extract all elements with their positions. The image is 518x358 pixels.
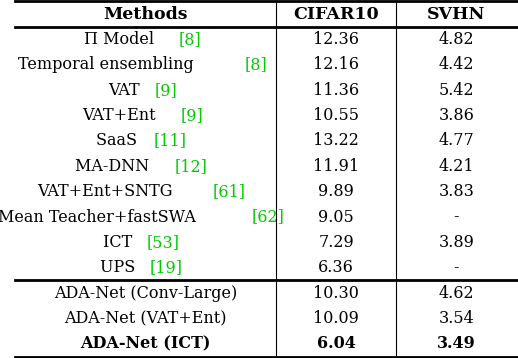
Text: [62]: [62] <box>252 209 284 226</box>
Text: 11.36: 11.36 <box>313 82 359 99</box>
Text: CIFAR10: CIFAR10 <box>293 6 379 23</box>
Text: 9.05: 9.05 <box>318 209 354 226</box>
Text: [8]: [8] <box>178 31 201 48</box>
Text: Π Model: Π Model <box>84 31 160 48</box>
Text: 11.91: 11.91 <box>313 158 359 175</box>
Text: 4.21: 4.21 <box>439 158 474 175</box>
Text: 6.36: 6.36 <box>318 259 354 276</box>
Text: 12.16: 12.16 <box>313 56 359 73</box>
Text: 3.89: 3.89 <box>438 234 474 251</box>
Text: ADA-Net (VAT+Ent): ADA-Net (VAT+Ent) <box>64 310 227 327</box>
Text: 12.36: 12.36 <box>313 31 359 48</box>
Text: 10.30: 10.30 <box>313 285 359 302</box>
Text: [12]: [12] <box>175 158 207 175</box>
Text: SVHN: SVHN <box>427 6 485 23</box>
Text: 3.54: 3.54 <box>439 310 474 327</box>
Text: 3.83: 3.83 <box>438 183 474 200</box>
Text: VAT+Ent+SNTG: VAT+Ent+SNTG <box>37 183 178 200</box>
Text: ADA-Net (Conv-Large): ADA-Net (Conv-Large) <box>54 285 237 302</box>
Text: UPS: UPS <box>99 259 140 276</box>
Text: 4.62: 4.62 <box>439 285 474 302</box>
Text: Temporal ensembling: Temporal ensembling <box>18 56 199 73</box>
Text: 10.55: 10.55 <box>313 107 359 124</box>
Text: 3.86: 3.86 <box>438 107 474 124</box>
Text: [8]: [8] <box>244 56 267 73</box>
Text: 4.82: 4.82 <box>439 31 474 48</box>
Text: [9]: [9] <box>154 82 177 99</box>
Text: 3.49: 3.49 <box>437 335 476 352</box>
Text: Mean Teacher+fastSWA: Mean Teacher+fastSWA <box>0 209 201 226</box>
Text: VAT: VAT <box>108 82 145 99</box>
Text: 5.42: 5.42 <box>439 82 474 99</box>
Text: 9.89: 9.89 <box>318 183 354 200</box>
Text: [9]: [9] <box>180 107 203 124</box>
Text: 4.77: 4.77 <box>439 132 474 149</box>
Text: [53]: [53] <box>146 234 179 251</box>
Text: [19]: [19] <box>150 259 183 276</box>
Text: 7.29: 7.29 <box>318 234 354 251</box>
Text: Methods: Methods <box>103 6 188 23</box>
Text: SaaS: SaaS <box>96 132 142 149</box>
Text: 6.04: 6.04 <box>316 335 355 352</box>
Text: MA-DNN: MA-DNN <box>75 158 154 175</box>
Text: ICT: ICT <box>103 234 138 251</box>
Text: [11]: [11] <box>153 132 186 149</box>
Text: VAT+Ent: VAT+Ent <box>82 107 161 124</box>
Text: -: - <box>454 259 459 276</box>
Text: 13.22: 13.22 <box>313 132 359 149</box>
Text: [61]: [61] <box>212 183 246 200</box>
Text: 10.09: 10.09 <box>313 310 359 327</box>
Text: ADA-Net (ICT): ADA-Net (ICT) <box>80 335 211 352</box>
Text: 4.42: 4.42 <box>439 56 474 73</box>
Text: -: - <box>454 209 459 226</box>
